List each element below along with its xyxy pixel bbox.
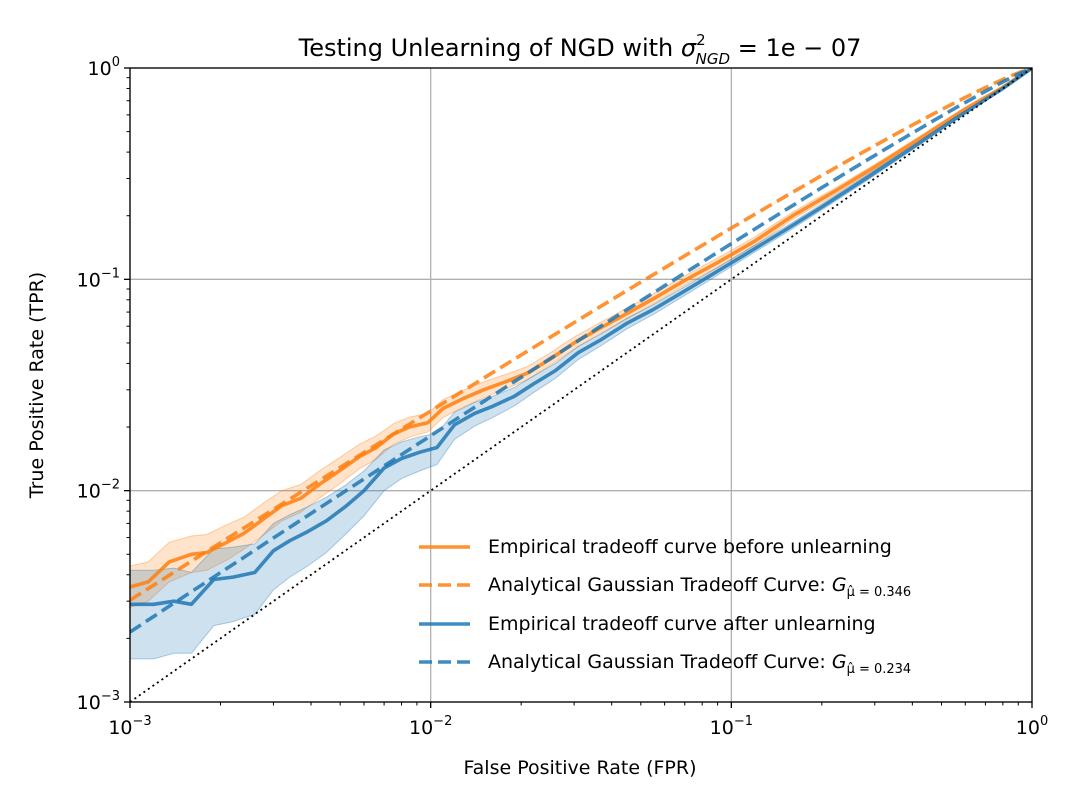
series-line-3	[130, 68, 1032, 634]
chart-title-text: Testing Unlearning of NGD with	[298, 34, 681, 62]
chart-title-sigma-sup: 2	[696, 31, 706, 49]
x-tick-label-0: 10−3	[108, 714, 151, 739]
series-line-1	[130, 68, 1032, 602]
x-axis-label: False Positive Rate (FPR)	[463, 757, 696, 779]
chart-title-sigma: σ	[681, 34, 697, 62]
legend-label-0: Empirical tradeoff curve before unlearni…	[488, 536, 892, 558]
chart-title: Testing Unlearning of NGD with σ2 NGD = 1…	[298, 31, 862, 68]
series-line-0	[130, 68, 1032, 589]
legend-label-1: Analytical Gaussian Tradeoff Curve: Gμ̂ …	[488, 574, 911, 600]
axes-frame	[129, 67, 1033, 703]
legend-label-2: Empirical tradeoff curve after unlearnin…	[488, 613, 876, 635]
series-line-4	[130, 68, 1032, 702]
x-tick-label-3: 100	[1016, 714, 1048, 739]
y-axis-label: True Positive Rate (TPR)	[26, 272, 48, 499]
y-tick-label-1: 10−2	[77, 478, 120, 503]
series-layer	[130, 68, 1032, 702]
x-tick-label-2: 10−1	[710, 714, 753, 739]
plot-area: 10−3 10−2 10−1 100 10−3 10−2 10−1 100	[77, 55, 1049, 739]
chart-title-rest: = 1e − 07	[730, 34, 861, 62]
legend: Empirical tradeoff curve before unlearni…	[419, 536, 911, 677]
y-tick-label-0: 10−3	[77, 689, 120, 714]
y-tick-label-3: 100	[88, 55, 120, 80]
legend-label-3: Analytical Gaussian Tradeoff Curve: Gμ̂ …	[488, 651, 911, 677]
chart-title-sigma-sub: NGD	[696, 50, 730, 68]
y-tick-label-2: 10−1	[77, 266, 120, 291]
series-line-2	[130, 68, 1032, 607]
x-tick-label-1: 10−2	[409, 714, 452, 739]
